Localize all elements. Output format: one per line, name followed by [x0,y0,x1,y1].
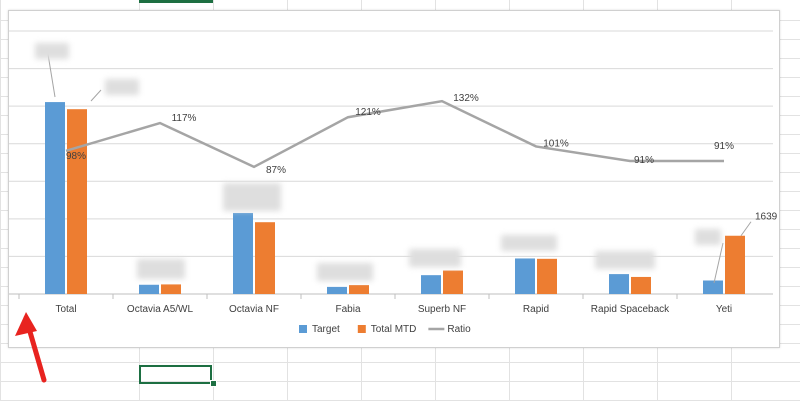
data-label-yeti-mtd: 1639 [755,212,778,223]
bar-total-mtd [443,270,463,294]
ratio-data-label: 87% [266,165,286,176]
fill-handle[interactable] [210,380,217,387]
redacted-data-label [409,249,461,267]
data-label-leader [90,89,102,102]
legend-marker [299,325,307,333]
combo-chart: Total Octavia A5/WL Octavia NF Fabia Superb … [9,30,778,335]
ratio-line [65,99,724,169]
redacted-data-label [317,263,373,281]
bar-total-mtd [631,276,651,294]
ratio-data-label: 98% [66,151,86,162]
bar-target [421,275,441,294]
redacted-data-label [105,79,139,95]
bar-total-mtd [349,285,369,294]
ratio-data-label: 101% [543,138,569,149]
redacted-data-label [35,43,69,59]
chart-area[interactable]: Total Octavia A5/WL Octavia NF Fabia Superb … [8,10,780,348]
redacted-data-label [501,235,557,251]
category-label: Rapid [523,304,549,315]
data-label-leader [740,221,752,237]
ratio-data-label: 121% [355,107,381,118]
category-label: Yeti [716,304,732,315]
bar-total-mtd [67,109,87,295]
bar-target [139,284,159,294]
bar-total-mtd [255,222,275,294]
redacted-data-label [595,251,655,269]
legend-item-label: Total MTD [371,324,417,335]
redacted-data-label [695,229,721,245]
bar-target [233,212,253,294]
category-label: Fabia [335,304,360,315]
selected-cell-top-border [139,0,213,3]
category-label: Octavia NF [229,304,279,315]
redacted-data-label [223,183,281,211]
category-label: Octavia A5/WL [127,304,194,315]
category-label: Total [55,304,76,315]
legend-item-label: Target [312,324,340,335]
bar-total-mtd [161,284,181,294]
ratio-data-label: 117% [172,113,197,124]
category-label: Superb NF [418,304,466,315]
data-label-leader [713,242,724,284]
redacted-data-label [137,259,185,279]
legend-item-label: Ratio [447,324,471,335]
ratio-data-label: 91% [634,155,654,166]
ratio-data-label: 132% [453,93,479,104]
bar-target [609,274,629,294]
bar-target [703,280,723,294]
bar-total-mtd [537,258,557,294]
bar-target [45,102,65,294]
ratio-data-label: 91% [714,141,734,152]
bar-target [515,258,535,294]
category-label: Rapid Spaceback [591,304,670,315]
bar-target [327,286,347,294]
bar-total-mtd [725,235,745,294]
active-cell[interactable] [139,365,212,384]
legend-marker [357,325,366,333]
